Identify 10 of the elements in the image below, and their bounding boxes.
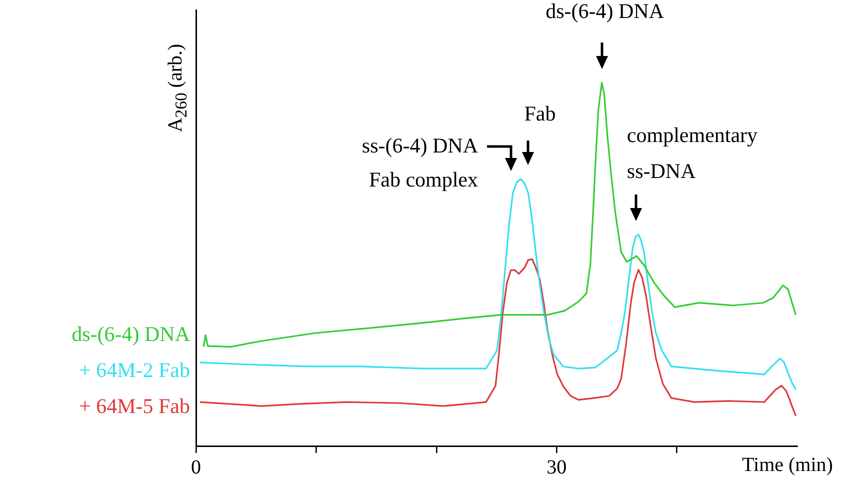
x-tick-label: 30: [546, 456, 567, 478]
annotation: Fab: [524, 102, 556, 126]
annotation: ss-(6-4) DNA Fab complex: [362, 134, 479, 192]
annotation: complementary ss-DNA: [626, 122, 758, 183]
series-label: + 64M-5 Fab: [78, 393, 190, 420]
annotation: ds-(6-4) DNA: [546, 0, 665, 24]
x-axis-title: Time (min): [742, 454, 833, 477]
series-label: ds-(6-4) DNA: [72, 321, 190, 348]
series-label: + 64M-2 Fab: [78, 357, 190, 384]
x-tick-label: 0: [191, 456, 201, 478]
